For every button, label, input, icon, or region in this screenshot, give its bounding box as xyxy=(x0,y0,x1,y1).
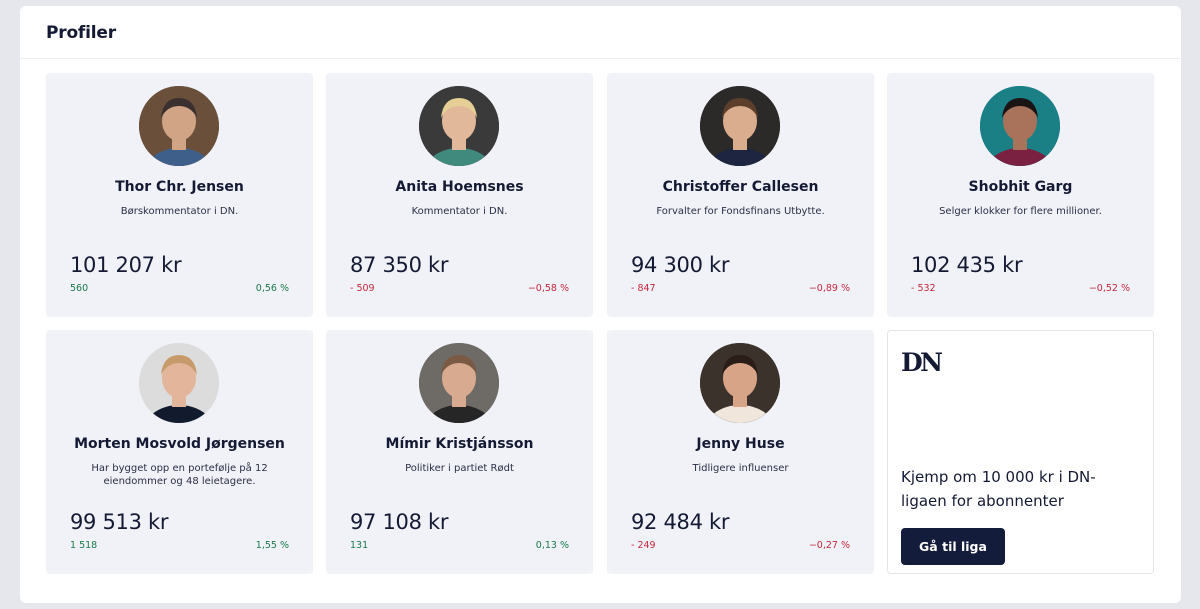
change-percent: 0,56 % xyxy=(255,283,289,294)
profile-description: Tidligere influenser xyxy=(692,463,789,474)
portfolio-value: 97 108 kr xyxy=(350,510,449,534)
avatar xyxy=(700,86,780,166)
profile-description: Forvalter for Fondsfinans Utbytte. xyxy=(656,206,825,217)
avatar xyxy=(419,86,499,166)
profile-name: Christoffer Callesen xyxy=(662,179,819,195)
portfolio-value: 102 435 kr xyxy=(911,253,1023,277)
change-absolute: 131 xyxy=(350,540,369,551)
profile-name: Mímir Kristjánsson xyxy=(385,436,534,452)
profile-card-anita-hoemsnes[interactable]: Anita Hoemsnes Kommentator i DN. 87 350 … xyxy=(326,73,593,317)
avatar xyxy=(980,86,1060,166)
change-percent: −0,52 % xyxy=(1088,283,1130,294)
dn-logo: DN xyxy=(901,348,943,377)
profile-name: Anita Hoemsnes xyxy=(395,179,524,195)
change-percent: 0,13 % xyxy=(535,540,569,551)
profile-card-thor-chr-jensen[interactable]: Thor Chr. Jensen Børskommentator i DN. 1… xyxy=(46,73,313,317)
change-absolute: 1 518 xyxy=(70,540,98,551)
portfolio-value: 87 350 kr xyxy=(350,253,449,277)
profile-description: Kommentator i DN. xyxy=(411,206,508,217)
avatar xyxy=(419,343,499,423)
profile-card-mimir-kristjansson[interactable]: Mímir Kristjánsson Politiker i partiet R… xyxy=(326,330,593,574)
portfolio-value: 94 300 kr xyxy=(631,253,730,277)
profile-description: Politiker i partiet Rødt xyxy=(405,463,514,474)
profile-description: Selger klokker for flere millioner. xyxy=(939,206,1102,217)
portfolio-value: 101 207 kr xyxy=(70,253,182,277)
change-percent: −0,89 % xyxy=(808,283,850,294)
change-absolute: - 532 xyxy=(911,283,936,294)
profile-card-jenny-huse[interactable]: Jenny Huse Tidligere influenser 92 484 k… xyxy=(607,330,874,574)
profile-card-christoffer-callesen[interactable]: Christoffer Callesen Forvalter for Fonds… xyxy=(607,73,874,317)
change-absolute: - 249 xyxy=(631,540,656,551)
portfolio-value: 92 484 kr xyxy=(631,510,730,534)
change-absolute: 560 xyxy=(70,283,89,294)
change-percent: −0,58 % xyxy=(527,283,569,294)
header-divider xyxy=(20,58,1181,59)
profiles-panel: Profiler Thor Chr. Jensen Børskommentato… xyxy=(20,6,1181,603)
change-percent: −0,27 % xyxy=(808,540,850,551)
avatar xyxy=(139,343,219,423)
panel-title: Profiler xyxy=(46,23,116,43)
change-absolute: - 847 xyxy=(631,283,656,294)
profile-description: Har bygget opp en portefølje på 12 eiend… xyxy=(91,463,268,487)
profile-name: Jenny Huse xyxy=(696,436,785,452)
avatar xyxy=(700,343,780,423)
avatar xyxy=(139,86,219,166)
go-to-league-button[interactable]: Gå til liga xyxy=(901,528,1005,565)
portfolio-value: 99 513 kr xyxy=(70,510,169,534)
profile-name: Morten Mosvold Jørgensen xyxy=(74,436,285,452)
dn-league-promo-card: DN Kjemp om 10 000 kr i DN-ligaen for ab… xyxy=(887,330,1154,574)
profile-card-morten-mosvold-jorgensen[interactable]: Morten Mosvold Jørgensen Har bygget opp … xyxy=(46,330,313,574)
promo-text: Kjemp om 10 000 kr i DN-ligaen for abonn… xyxy=(901,468,1096,510)
change-percent: 1,55 % xyxy=(255,540,289,551)
profile-name: Shobhit Garg xyxy=(968,179,1073,195)
change-absolute: - 509 xyxy=(350,283,375,294)
profile-name: Thor Chr. Jensen xyxy=(115,179,244,195)
profile-card-shobhit-garg[interactable]: Shobhit Garg Selger klokker for flere mi… xyxy=(887,73,1154,317)
profile-description: Børskommentator i DN. xyxy=(120,206,239,217)
